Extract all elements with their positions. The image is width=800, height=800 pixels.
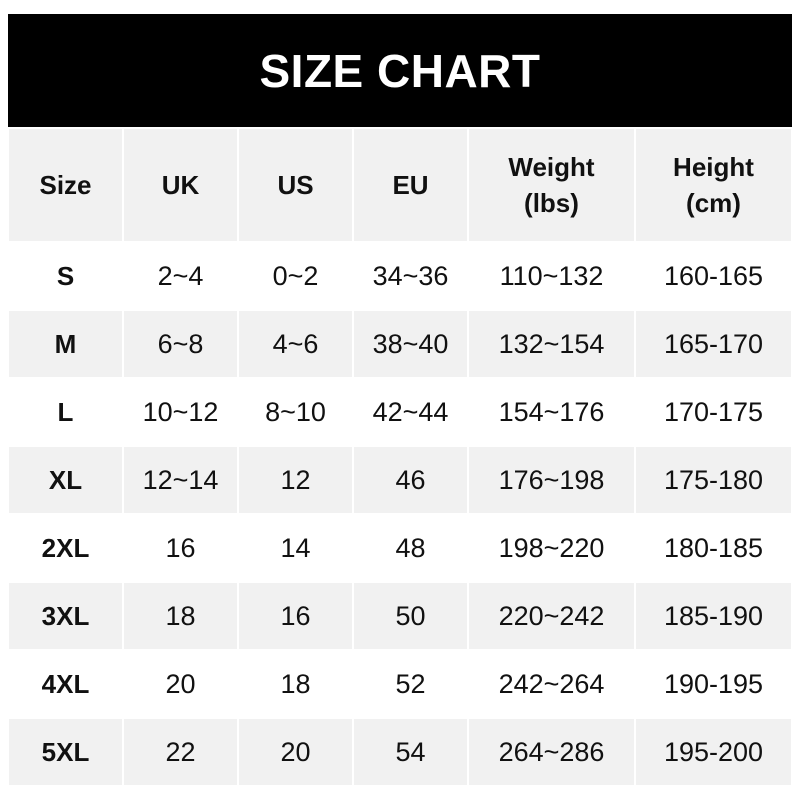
cell-us: 0~2 xyxy=(272,260,319,291)
table-row: 4XL 20 18 52 242~264 190-195 xyxy=(9,651,791,717)
size-chart-table: Size UK US EU Weight (lbs) Height (cm) S… xyxy=(7,127,793,787)
cell-eu: 52 xyxy=(395,668,426,699)
cell-uk: 6~8 xyxy=(124,311,237,377)
header-height: Height (cm) xyxy=(636,129,791,241)
cell-us: 20 xyxy=(239,719,352,785)
table-row: 2XL 16 14 48 198~220 180-185 xyxy=(9,515,791,581)
cell-height: 180-185 xyxy=(663,532,764,563)
table-row: XL 12~14 12 46 176~198 175-180 xyxy=(9,447,791,513)
cell-weight: 264~286 xyxy=(469,719,634,785)
cell-height: 170-175 xyxy=(663,396,764,427)
cell-weight: 154~176 xyxy=(498,396,605,427)
cell-weight: 220~242 xyxy=(469,583,634,649)
cell-uk: 20 xyxy=(165,668,196,699)
cell-size: S xyxy=(56,260,75,291)
header-us: US xyxy=(239,129,352,241)
cell-eu: 46 xyxy=(354,447,467,513)
cell-us: 16 xyxy=(239,583,352,649)
cell-size: XL xyxy=(9,447,122,513)
cell-size: 5XL xyxy=(9,719,122,785)
cell-weight: 198~220 xyxy=(498,532,605,563)
cell-height: 195-200 xyxy=(636,719,791,785)
table-row: 3XL 18 16 50 220~242 185-190 xyxy=(9,583,791,649)
cell-us: 4~6 xyxy=(239,311,352,377)
cell-size: 3XL xyxy=(9,583,122,649)
cell-eu: 38~40 xyxy=(354,311,467,377)
cell-weight: 132~154 xyxy=(469,311,634,377)
table-row: L 10~12 8~10 42~44 154~176 170-175 xyxy=(9,379,791,445)
cell-size: 4XL xyxy=(41,668,90,699)
cell-weight: 242~264 xyxy=(498,668,605,699)
cell-us: 18 xyxy=(280,668,311,699)
cell-height: 185-190 xyxy=(636,583,791,649)
cell-us: 8~10 xyxy=(265,396,326,427)
cell-uk: 10~12 xyxy=(142,396,219,427)
cell-eu: 50 xyxy=(354,583,467,649)
cell-weight: 110~132 xyxy=(499,260,604,291)
table-row: M 6~8 4~6 38~40 132~154 165-170 xyxy=(9,311,791,377)
cell-eu: 34~36 xyxy=(372,260,449,291)
table-row: 5XL 22 20 54 264~286 195-200 xyxy=(9,719,791,785)
cell-uk: 18 xyxy=(124,583,237,649)
cell-size: M xyxy=(9,311,122,377)
table-row: S 2~4 0~2 34~36 110~132 160-165 xyxy=(9,243,791,309)
cell-height: 175-180 xyxy=(636,447,791,513)
cell-uk: 2~4 xyxy=(157,260,204,291)
cell-uk: 12~14 xyxy=(124,447,237,513)
cell-weight: 176~198 xyxy=(469,447,634,513)
cell-height: 160-165 xyxy=(663,260,764,291)
header-size: Size xyxy=(9,129,122,241)
cell-eu: 48 xyxy=(395,532,426,563)
cell-us: 14 xyxy=(280,532,311,563)
cell-eu: 54 xyxy=(354,719,467,785)
header-uk: UK xyxy=(124,129,237,241)
size-chart-title: SIZE CHART xyxy=(8,14,792,127)
cell-height: 165-170 xyxy=(636,311,791,377)
cell-height: 190-195 xyxy=(663,668,764,699)
header-row: Size UK US EU Weight (lbs) Height (cm) xyxy=(9,129,791,241)
cell-size: L xyxy=(57,396,74,427)
header-eu: EU xyxy=(354,129,467,241)
cell-uk: 22 xyxy=(124,719,237,785)
header-weight: Weight (lbs) xyxy=(469,129,634,241)
cell-size: 2XL xyxy=(41,532,90,563)
cell-uk: 16 xyxy=(165,532,196,563)
cell-us: 12 xyxy=(239,447,352,513)
cell-eu: 42~44 xyxy=(372,396,449,427)
